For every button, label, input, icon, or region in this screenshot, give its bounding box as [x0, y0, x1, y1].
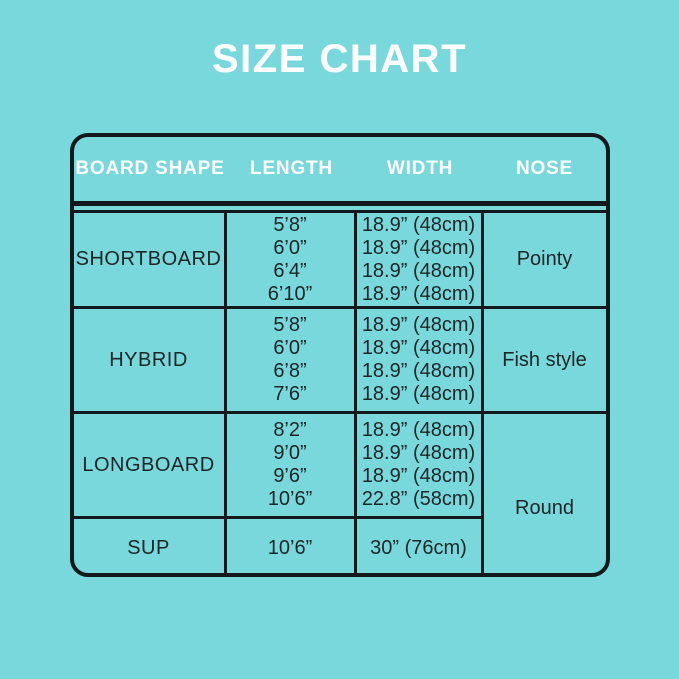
cell-sup-shape: SUP [73, 519, 224, 573]
cell-shortboard-lengths: 5’8” 6’0” 6’4” 6’10” [226, 213, 354, 306]
column-header-length: LENGTH [250, 158, 333, 179]
cell-hybrid-nose: Fish style [483, 309, 606, 411]
cell-hybrid-widths: 18.9” (48cm) 18.9” (48cm) 18.9” (48cm) 1… [356, 309, 481, 411]
page-title: SIZE CHART [212, 37, 467, 81]
cell-longboard-shape: LONGBOARD [73, 414, 224, 516]
column-header-board-shape: BOARD SHAPE [75, 158, 225, 179]
cell-hybrid-shape: HYBRID [73, 309, 224, 411]
cell-sup-widths: 30” (76cm) [356, 519, 481, 573]
cell-sup-lengths: 10’6” [226, 519, 354, 573]
column-header-width: WIDTH [386, 158, 454, 179]
cell-longboard-sup-nose: Round [483, 414, 606, 573]
cell-shortboard-shape: SHORTBOARD [73, 213, 224, 306]
table-body: SHORTBOARD 5’8” 6’0” 6’4” 6’10” 18.9” (4… [73, 210, 606, 573]
cell-longboard-lengths: 8’2” 9’0” 9’6” 10’6” [226, 414, 354, 516]
cell-shortboard-widths: 18.9” (48cm) 18.9” (48cm) 18.9” (48cm) 1… [356, 213, 481, 306]
size-chart-table: BOARD SHAPE LENGTH WIDTH NOSE SHORTBOARD… [69, 133, 610, 577]
column-header-nose: NOSE [515, 158, 574, 179]
cell-hybrid-lengths: 5’8” 6’0” 6’8” 7’6” [226, 309, 354, 411]
table-header-row: BOARD SHAPE LENGTH WIDTH NOSE [73, 137, 606, 206]
cell-longboard-widths: 18.9” (48cm) 18.9” (48cm) 18.9” (48cm) 2… [356, 414, 481, 516]
cell-shortboard-nose: Pointy [483, 213, 606, 306]
